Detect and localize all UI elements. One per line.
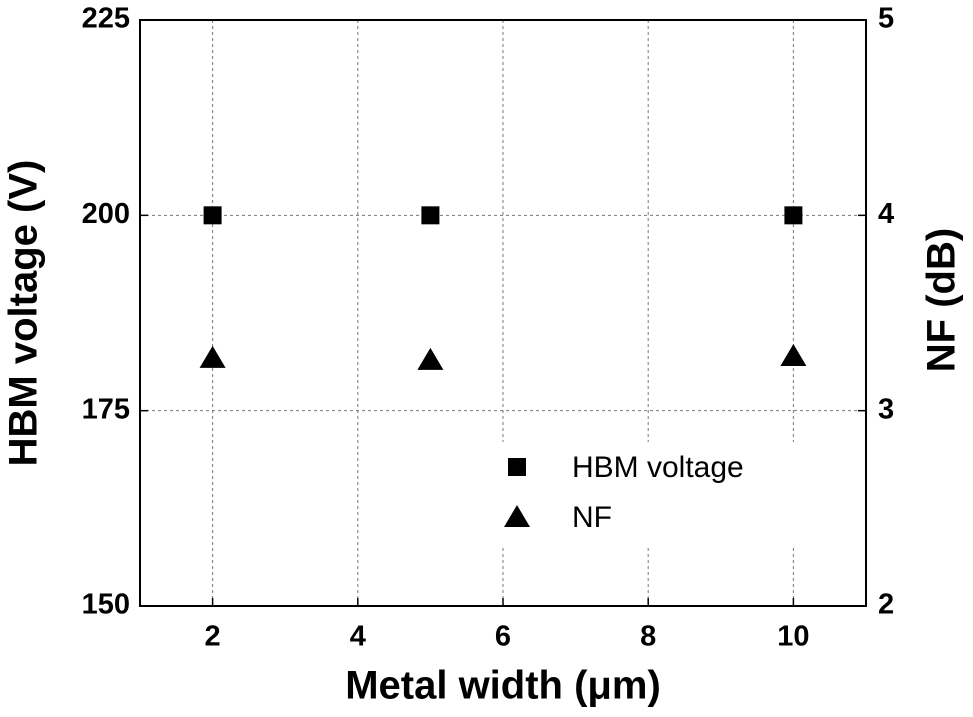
y2-axis-title: NF (dB): [920, 228, 964, 372]
y-tick-label: 175: [82, 393, 130, 425]
plot-frame: [139, 19, 867, 607]
data-point: [417, 347, 444, 370]
legend-box: [495, 442, 830, 546]
legend-label: NF: [572, 501, 612, 534]
y2-tick-label: 3: [878, 393, 894, 425]
legend-label: HBM voltage: [572, 451, 744, 484]
x-tick-label: 4: [350, 621, 366, 653]
legend-marker: [508, 458, 526, 476]
legend: HBM voltage NF: [495, 442, 830, 546]
y2-tick-label: 5: [878, 3, 894, 35]
data-point: [199, 345, 226, 368]
x-tick-label: 10: [777, 621, 809, 653]
data-point: [421, 206, 440, 225]
y2-tick-label: 2: [878, 589, 894, 621]
x-axis-title: Metal width (μm): [345, 664, 661, 708]
legend-marker: [504, 505, 530, 527]
y-tick-label: 150: [82, 589, 130, 621]
x-tick-label: 6: [495, 621, 511, 653]
y-tick-label: 200: [82, 198, 130, 230]
data-point: [784, 206, 803, 225]
x-tick-label: 8: [640, 621, 656, 653]
x-tick-label: 2: [205, 621, 221, 653]
y2-tick-label: 4: [878, 198, 894, 230]
data-point: [203, 206, 222, 225]
y-tick-label: 225: [82, 3, 130, 35]
y-axis-title: HBM voltage (V): [2, 160, 46, 467]
data-point: [780, 343, 807, 366]
